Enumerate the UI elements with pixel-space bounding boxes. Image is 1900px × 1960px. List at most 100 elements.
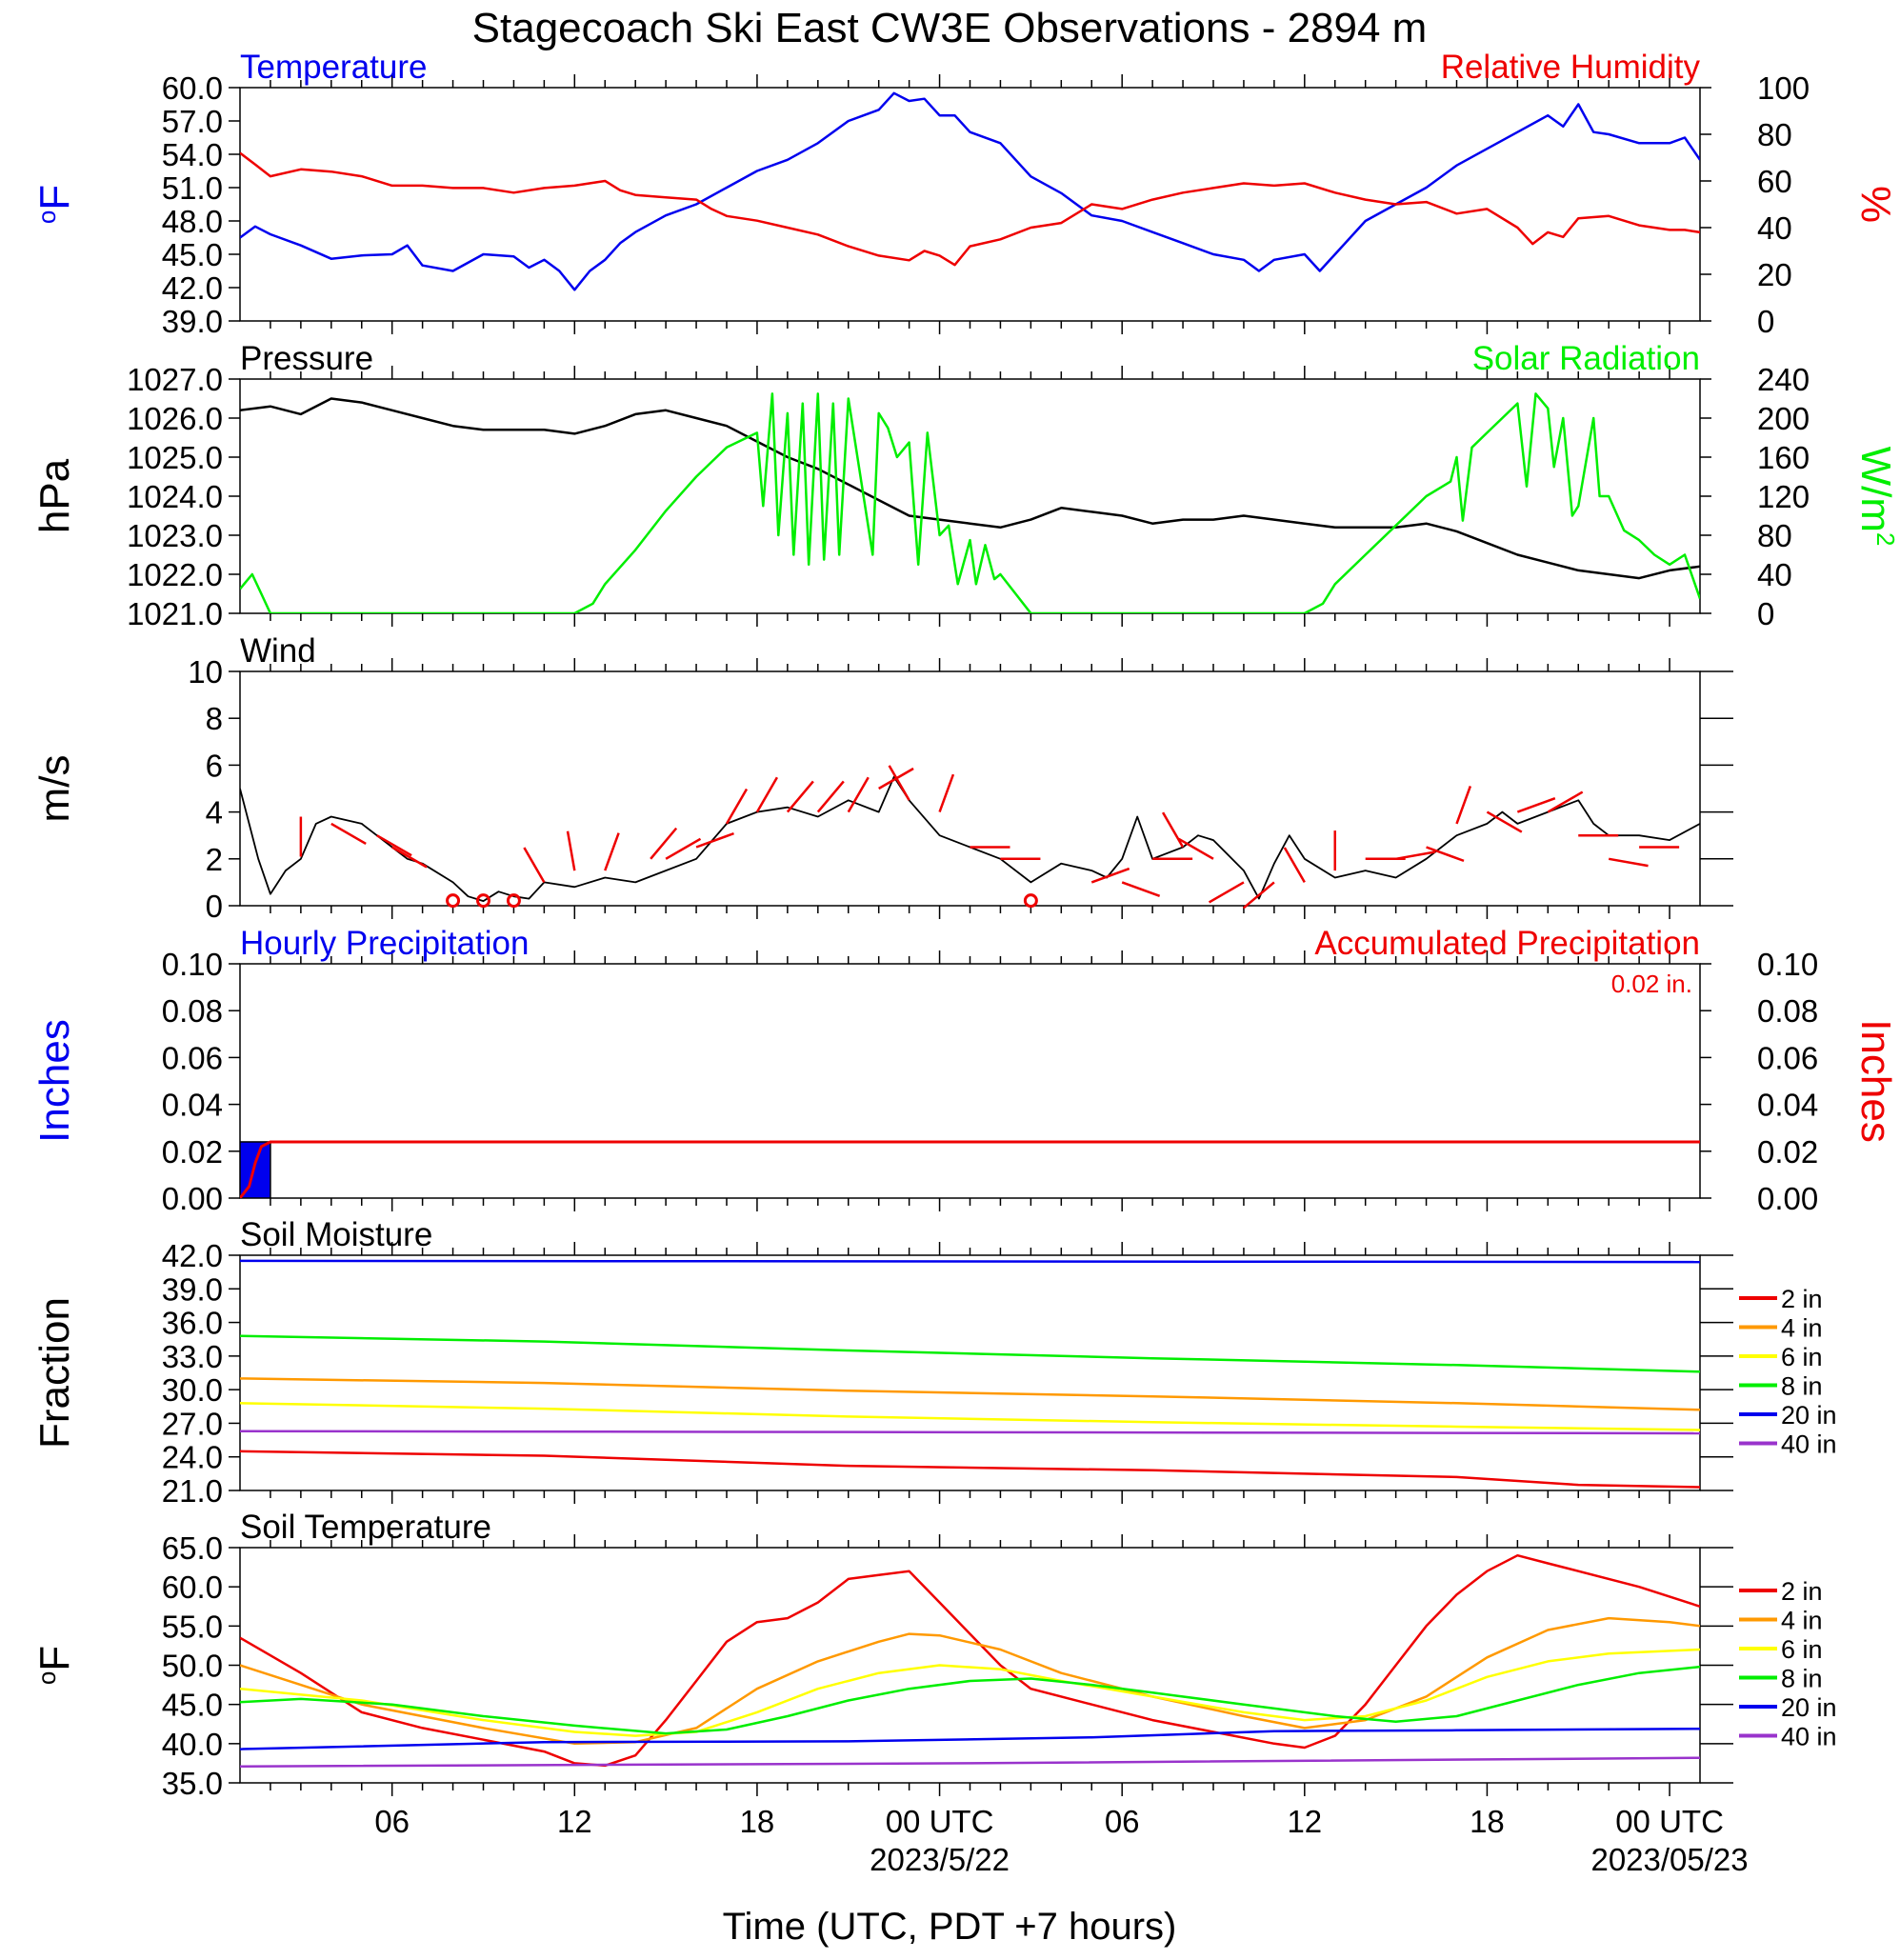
y-tick-label-left: 33.0: [162, 1339, 223, 1374]
wind-barb: [1090, 867, 1130, 884]
series-line-6-in: [240, 1402, 1700, 1431]
wind-barb: [847, 776, 870, 813]
wind-barb: [1121, 881, 1161, 897]
y-tick-label-left: 0.00: [162, 1181, 223, 1216]
y-tick-label-left: 1023.0: [127, 518, 223, 553]
y-tick-label-right: 60: [1757, 164, 1792, 199]
series-line-2-in: [240, 1553, 1700, 1768]
legend-label: 40 in: [1781, 1723, 1837, 1751]
y-tick-label-left: 51.0: [162, 170, 223, 206]
legend-label: 6 in: [1781, 1343, 1823, 1371]
y-tick-label-right: 40: [1757, 210, 1792, 246]
wind-barb: [1455, 786, 1472, 825]
calm-marker: [1023, 893, 1038, 909]
legend-label: 8 in: [1781, 1372, 1823, 1401]
series-line-6-in: [240, 1648, 1700, 1737]
panel-precip: 0.00 0.02 0.04 0.06 0.08 0.10 0.00 0.02 0.04 0.06…: [31, 925, 1899, 1216]
series-line-8-in: [240, 1665, 1700, 1735]
x-tick-label: 00 UTC: [1615, 1804, 1724, 1839]
x-axis-label: Time (UTC, PDT +7 hours): [723, 1906, 1177, 1948]
y-tick-label-right: 40: [1757, 557, 1792, 592]
y-tick-label-left: 50.0: [162, 1649, 223, 1684]
y-axis-label-left: oF: [31, 1646, 78, 1685]
y-tick-label-left: 60.0: [162, 1570, 223, 1605]
panel-frame: [239, 1547, 1701, 1784]
legend-label: 20 in: [1781, 1693, 1837, 1722]
y-tick-label-right: 20: [1757, 257, 1792, 292]
y-tick-label-right: 0.08: [1757, 993, 1818, 1029]
panel-soil-moisture: 21.024.027.030.033.036.039.042.0 Soil Moi…: [31, 1216, 1837, 1509]
panel-frame: [239, 670, 1701, 907]
y-tick-label-left: 0.10: [162, 947, 223, 982]
wind-barb: [330, 822, 367, 845]
y-tick-label-left: 40.0: [162, 1727, 223, 1762]
y-tick-label-right: 0: [1757, 304, 1774, 339]
panel-title-right: Relative Humidity: [1441, 49, 1701, 86]
wind-barb: [725, 788, 749, 825]
y-tick-label-right: 0.00: [1757, 1181, 1818, 1216]
panel-title-left: Temperature: [240, 49, 427, 86]
y-tick-label-left: 10: [188, 654, 223, 690]
calm-marker: [446, 893, 461, 909]
y-tick-label-left: 1027.0: [127, 362, 223, 397]
y-tick-label-left: 27.0: [162, 1406, 223, 1441]
wind-barb: [650, 827, 678, 860]
x-tick-label: 12: [557, 1804, 592, 1839]
y-tick-label-left: 35.0: [162, 1766, 223, 1801]
y-tick-label-left: 45.0: [162, 237, 223, 272]
legend-label: 6 in: [1781, 1635, 1823, 1664]
wind-barb: [523, 847, 546, 884]
accumulated-line: [240, 1140, 1700, 1198]
y-tick-label-left: 0.08: [162, 993, 223, 1029]
y-tick-label-right: 0.06: [1757, 1040, 1818, 1075]
plot-area: [240, 1553, 1700, 1768]
wind-barb: [786, 780, 814, 813]
y-tick-label-left: 48.0: [162, 204, 223, 239]
y-tick-label-left: 42.0: [162, 1238, 223, 1273]
y-tick-label-left: 1026.0: [127, 401, 223, 436]
series-line-wind: [240, 775, 1700, 902]
legend-label: 4 in: [1781, 1607, 1823, 1635]
y-tick-label-left: 6: [206, 748, 223, 783]
y-tick-label-left: 4: [206, 795, 223, 830]
series-line-40-in: [240, 1430, 1700, 1435]
x-tick-date: 2023/5/22: [870, 1842, 1010, 1877]
wind-barb: [604, 832, 620, 871]
y-tick-label-left: 2: [206, 842, 223, 877]
legend-label: 8 in: [1781, 1665, 1823, 1693]
y-tick-label-left: 8: [206, 701, 223, 736]
wind-barb: [1208, 881, 1245, 904]
x-tick-label: 00 UTC: [886, 1804, 994, 1839]
y-tick-label-left: 60.0: [162, 70, 223, 106]
series-line-relative-humidity: [240, 151, 1700, 267]
x-tick-label: 18: [1470, 1804, 1505, 1839]
legend-label: 2 in: [1781, 1577, 1823, 1606]
y-tick-label-left: 1021.0: [127, 596, 223, 631]
wind-barb: [1161, 811, 1185, 849]
series-line-40-in: [240, 1756, 1700, 1768]
wind-barb: [816, 780, 845, 813]
y-tick-label-left: 0.04: [162, 1088, 223, 1123]
y-tick-label-right: 200: [1757, 401, 1810, 436]
x-tick-label: 06: [1105, 1804, 1140, 1839]
wind-barb: [391, 846, 428, 869]
series-line-4-in: [240, 1377, 1700, 1411]
wind-barb: [1608, 857, 1649, 868]
wind-barb: [888, 765, 910, 801]
x-tick-label: 12: [1287, 1804, 1322, 1839]
y-tick-label-left: 0.02: [162, 1134, 223, 1170]
legend-label: 40 in: [1781, 1430, 1837, 1459]
series-line-solar-radiation: [240, 392, 1700, 613]
plot-area: [240, 392, 1700, 613]
y-tick-label-right: 0.04: [1757, 1088, 1818, 1123]
y-tick-label-right: 240: [1757, 362, 1810, 397]
y-axis-label-left: Fraction: [31, 1297, 78, 1449]
wind-barb: [755, 776, 779, 813]
y-axis-label-left: Inches: [31, 1019, 78, 1143]
y-axis-label-left: oF: [31, 185, 78, 224]
y-tick-label-right: 80: [1757, 117, 1792, 152]
panel-frame: [239, 87, 1701, 322]
y-tick-label-left: 65.0: [162, 1530, 223, 1566]
y-axis-label-right: Inches: [1852, 1019, 1899, 1143]
panel-title-left: Pressure: [240, 340, 373, 377]
